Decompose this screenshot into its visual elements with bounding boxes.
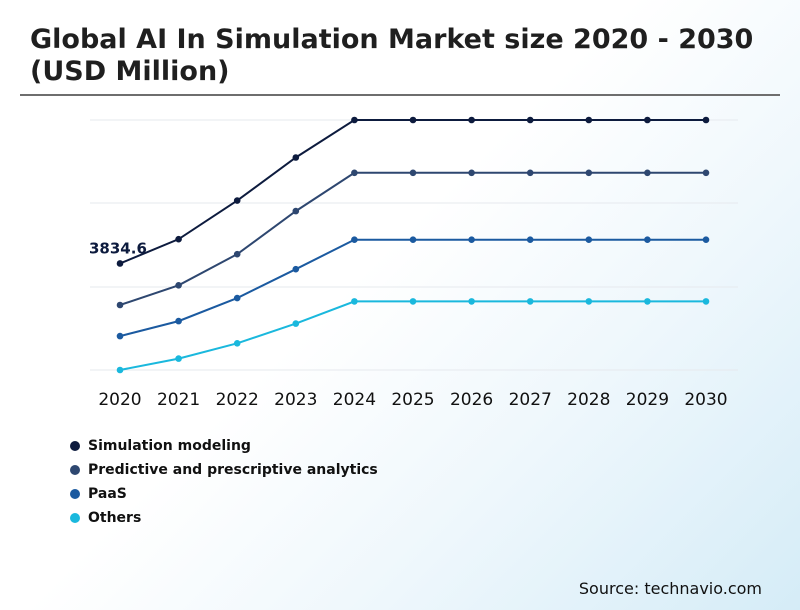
legend-marker bbox=[70, 513, 80, 523]
legend-marker bbox=[70, 441, 80, 451]
data-point[interactable] bbox=[585, 116, 593, 124]
data-point[interactable] bbox=[292, 154, 300, 161]
data-point[interactable] bbox=[292, 207, 300, 215]
data-point[interactable] bbox=[526, 116, 534, 124]
data-point[interactable] bbox=[233, 340, 241, 347]
x-tick-label: 2023 bbox=[274, 390, 317, 410]
data-point[interactable] bbox=[409, 116, 417, 124]
x-tick-label: 2027 bbox=[509, 390, 552, 410]
data-point[interactable] bbox=[644, 116, 651, 124]
x-tick-label: 2029 bbox=[626, 390, 669, 410]
x-tick-label: 2030 bbox=[684, 390, 727, 410]
x-axis-ticks: 2020 2021 2022 2023 2024 2025 2026 2027 2028 2029… bbox=[98, 390, 727, 410]
legend-item-paas[interactable]: PaaS bbox=[70, 482, 378, 506]
data-point[interactable] bbox=[526, 298, 534, 305]
annotations: 3834.6 bbox=[89, 239, 147, 257]
data-point[interactable] bbox=[175, 317, 182, 325]
data-point[interactable] bbox=[409, 236, 417, 244]
data-point[interactable] bbox=[351, 116, 358, 124]
x-tick-label: 2021 bbox=[157, 390, 200, 410]
data-point[interactable] bbox=[175, 235, 182, 243]
data-point[interactable] bbox=[233, 250, 241, 258]
legend-label: PaaS bbox=[88, 486, 127, 502]
legend-label: Predictive and prescriptive analytics bbox=[88, 462, 378, 478]
data-point[interactable] bbox=[409, 169, 417, 177]
data-point[interactable] bbox=[468, 169, 475, 177]
data-point[interactable] bbox=[292, 265, 300, 273]
x-tick-label: 2022 bbox=[216, 390, 259, 410]
data-point[interactable] bbox=[526, 169, 534, 177]
data-point[interactable] bbox=[292, 320, 300, 327]
legend-item-others[interactable]: Others bbox=[70, 506, 378, 530]
x-tick-label: 2026 bbox=[450, 390, 493, 410]
chart-title: Global AI In Simulation Market size 2020… bbox=[30, 24, 754, 87]
data-point[interactable] bbox=[116, 260, 124, 267]
data-point[interactable] bbox=[644, 298, 651, 305]
data-point[interactable] bbox=[409, 298, 417, 305]
data-point[interactable] bbox=[702, 169, 710, 177]
data-point[interactable] bbox=[468, 236, 475, 244]
data-point[interactable] bbox=[644, 169, 651, 177]
legend-label: Others bbox=[88, 510, 142, 526]
data-point[interactable] bbox=[233, 197, 241, 204]
legend-marker bbox=[70, 465, 80, 475]
data-point[interactable] bbox=[702, 116, 710, 124]
series-simulation-modeling bbox=[116, 116, 710, 267]
x-tick-label: 2020 bbox=[98, 390, 141, 410]
series-paas bbox=[116, 236, 710, 340]
series-predictive-analytics bbox=[116, 169, 710, 309]
series-line bbox=[119, 300, 706, 371]
data-point[interactable] bbox=[644, 236, 651, 244]
data-point[interactable] bbox=[351, 169, 358, 177]
x-tick-label: 2025 bbox=[391, 390, 434, 410]
data-point[interactable] bbox=[116, 301, 124, 309]
data-point[interactable] bbox=[585, 169, 593, 177]
data-point[interactable] bbox=[175, 281, 182, 289]
series-others bbox=[116, 298, 710, 374]
gridlines bbox=[90, 119, 738, 371]
series-line bbox=[119, 238, 706, 338]
title-divider bbox=[20, 94, 780, 96]
data-point[interactable] bbox=[702, 298, 710, 305]
legend-label: Simulation modeling bbox=[88, 438, 251, 454]
x-tick-label: 2028 bbox=[567, 390, 610, 410]
series-lines bbox=[116, 116, 710, 374]
data-point[interactable] bbox=[468, 116, 475, 124]
data-point[interactable] bbox=[702, 236, 710, 244]
line-chart: 2020 2021 2022 2023 2024 2025 2026 2027 2028 2029… bbox=[89, 116, 738, 410]
data-label: 3834.6 bbox=[89, 239, 147, 257]
data-point[interactable] bbox=[351, 298, 358, 305]
data-point[interactable] bbox=[116, 332, 124, 340]
x-tick-label: 2024 bbox=[333, 390, 376, 410]
legend-marker bbox=[70, 489, 80, 499]
data-point[interactable] bbox=[526, 236, 534, 244]
legend-item-predictive-analytics[interactable]: Predictive and prescriptive analytics bbox=[70, 458, 378, 482]
data-point[interactable] bbox=[468, 298, 475, 305]
legend: Simulation modeling Predictive and presc… bbox=[70, 434, 378, 530]
source-credit: Source: technavio.com bbox=[578, 579, 762, 598]
data-point[interactable] bbox=[585, 236, 593, 244]
legend-item-simulation-modeling[interactable]: Simulation modeling bbox=[70, 434, 378, 458]
data-point[interactable] bbox=[175, 355, 182, 362]
data-point[interactable] bbox=[233, 294, 241, 302]
data-point[interactable] bbox=[585, 298, 593, 305]
data-point[interactable] bbox=[351, 236, 358, 244]
data-point[interactable] bbox=[116, 366, 124, 374]
